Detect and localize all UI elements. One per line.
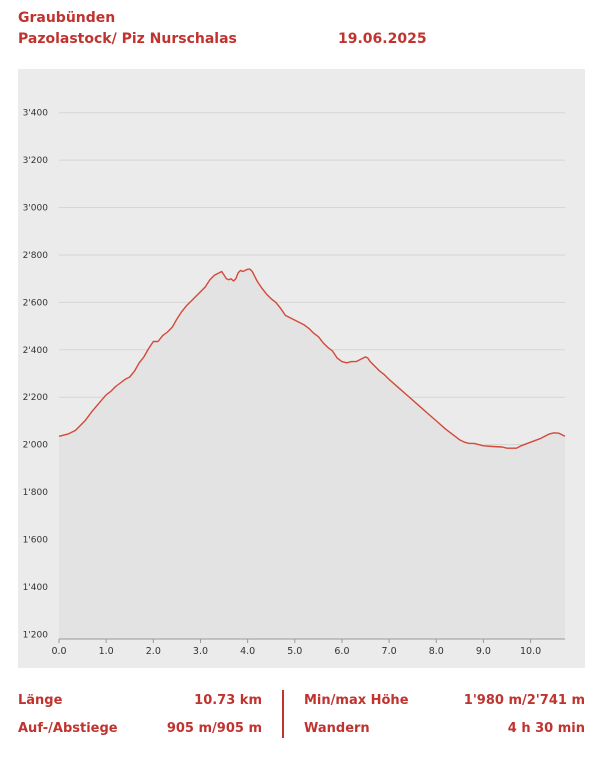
- height-label: Min/max Höhe: [304, 693, 409, 708]
- elevation-chart: 1'200 1'400 1'600 1'800 2'000 2'200 2'400 2'600…: [23, 109, 566, 657]
- x-tick-label: 0.0: [51, 646, 66, 657]
- y-tick-label: 2'000: [23, 441, 49, 451]
- y-tick-label: 1'600: [23, 535, 49, 545]
- activity-value: 4 h 30 min: [507, 721, 585, 736]
- elevation-chart-panel: 1'200 1'400 1'600 1'800 2'000 2'200 2'400 2'600…: [18, 69, 585, 668]
- y-tick-label: 1'200: [23, 630, 49, 640]
- x-tick-label: 8.0: [429, 646, 444, 657]
- route-date: 19.06.2025: [338, 31, 427, 47]
- y-tick-label: 3'200: [23, 156, 49, 166]
- x-tick-label: 1.0: [99, 646, 114, 657]
- height-value: 1'980 m/2'741 m: [463, 693, 585, 708]
- x-tick-label: 4.0: [240, 646, 255, 657]
- elevation-area: [59, 269, 565, 639]
- route-name: Pazolastock/ Piz Nurschalas: [18, 31, 237, 47]
- elevation-line: [58, 268, 566, 449]
- y-tick-label: 2'800: [23, 251, 49, 261]
- x-tick-label: 2.0: [146, 646, 161, 657]
- x-tick-label: 7.0: [382, 646, 397, 657]
- region-title: Graubünden: [18, 10, 116, 26]
- length-value: 10.73 km: [194, 693, 262, 708]
- x-tick-label: 6.0: [334, 646, 349, 657]
- y-tick-label: 1'800: [23, 488, 49, 498]
- y-tick-label: 1'400: [23, 583, 49, 593]
- ascent-label: Auf-/Abstiege: [18, 721, 118, 736]
- activity-label: Wandern: [304, 721, 370, 736]
- y-tick-label: 3'000: [23, 204, 49, 214]
- y-tick-label: 2'200: [23, 393, 49, 403]
- x-tick-label: 3.0: [193, 646, 208, 657]
- ascent-value: 905 m/905 m: [166, 721, 262, 736]
- y-tick-label: 2'600: [23, 298, 49, 308]
- stats-divider: [282, 690, 284, 738]
- x-tick-label: 9.0: [476, 646, 491, 657]
- length-label: Länge: [18, 693, 63, 708]
- x-tick-label: 5.0: [287, 646, 302, 657]
- y-tick-label: 3'400: [23, 109, 49, 119]
- x-tick-label: 10.0: [520, 646, 541, 657]
- y-tick-label: 2'400: [23, 346, 49, 356]
